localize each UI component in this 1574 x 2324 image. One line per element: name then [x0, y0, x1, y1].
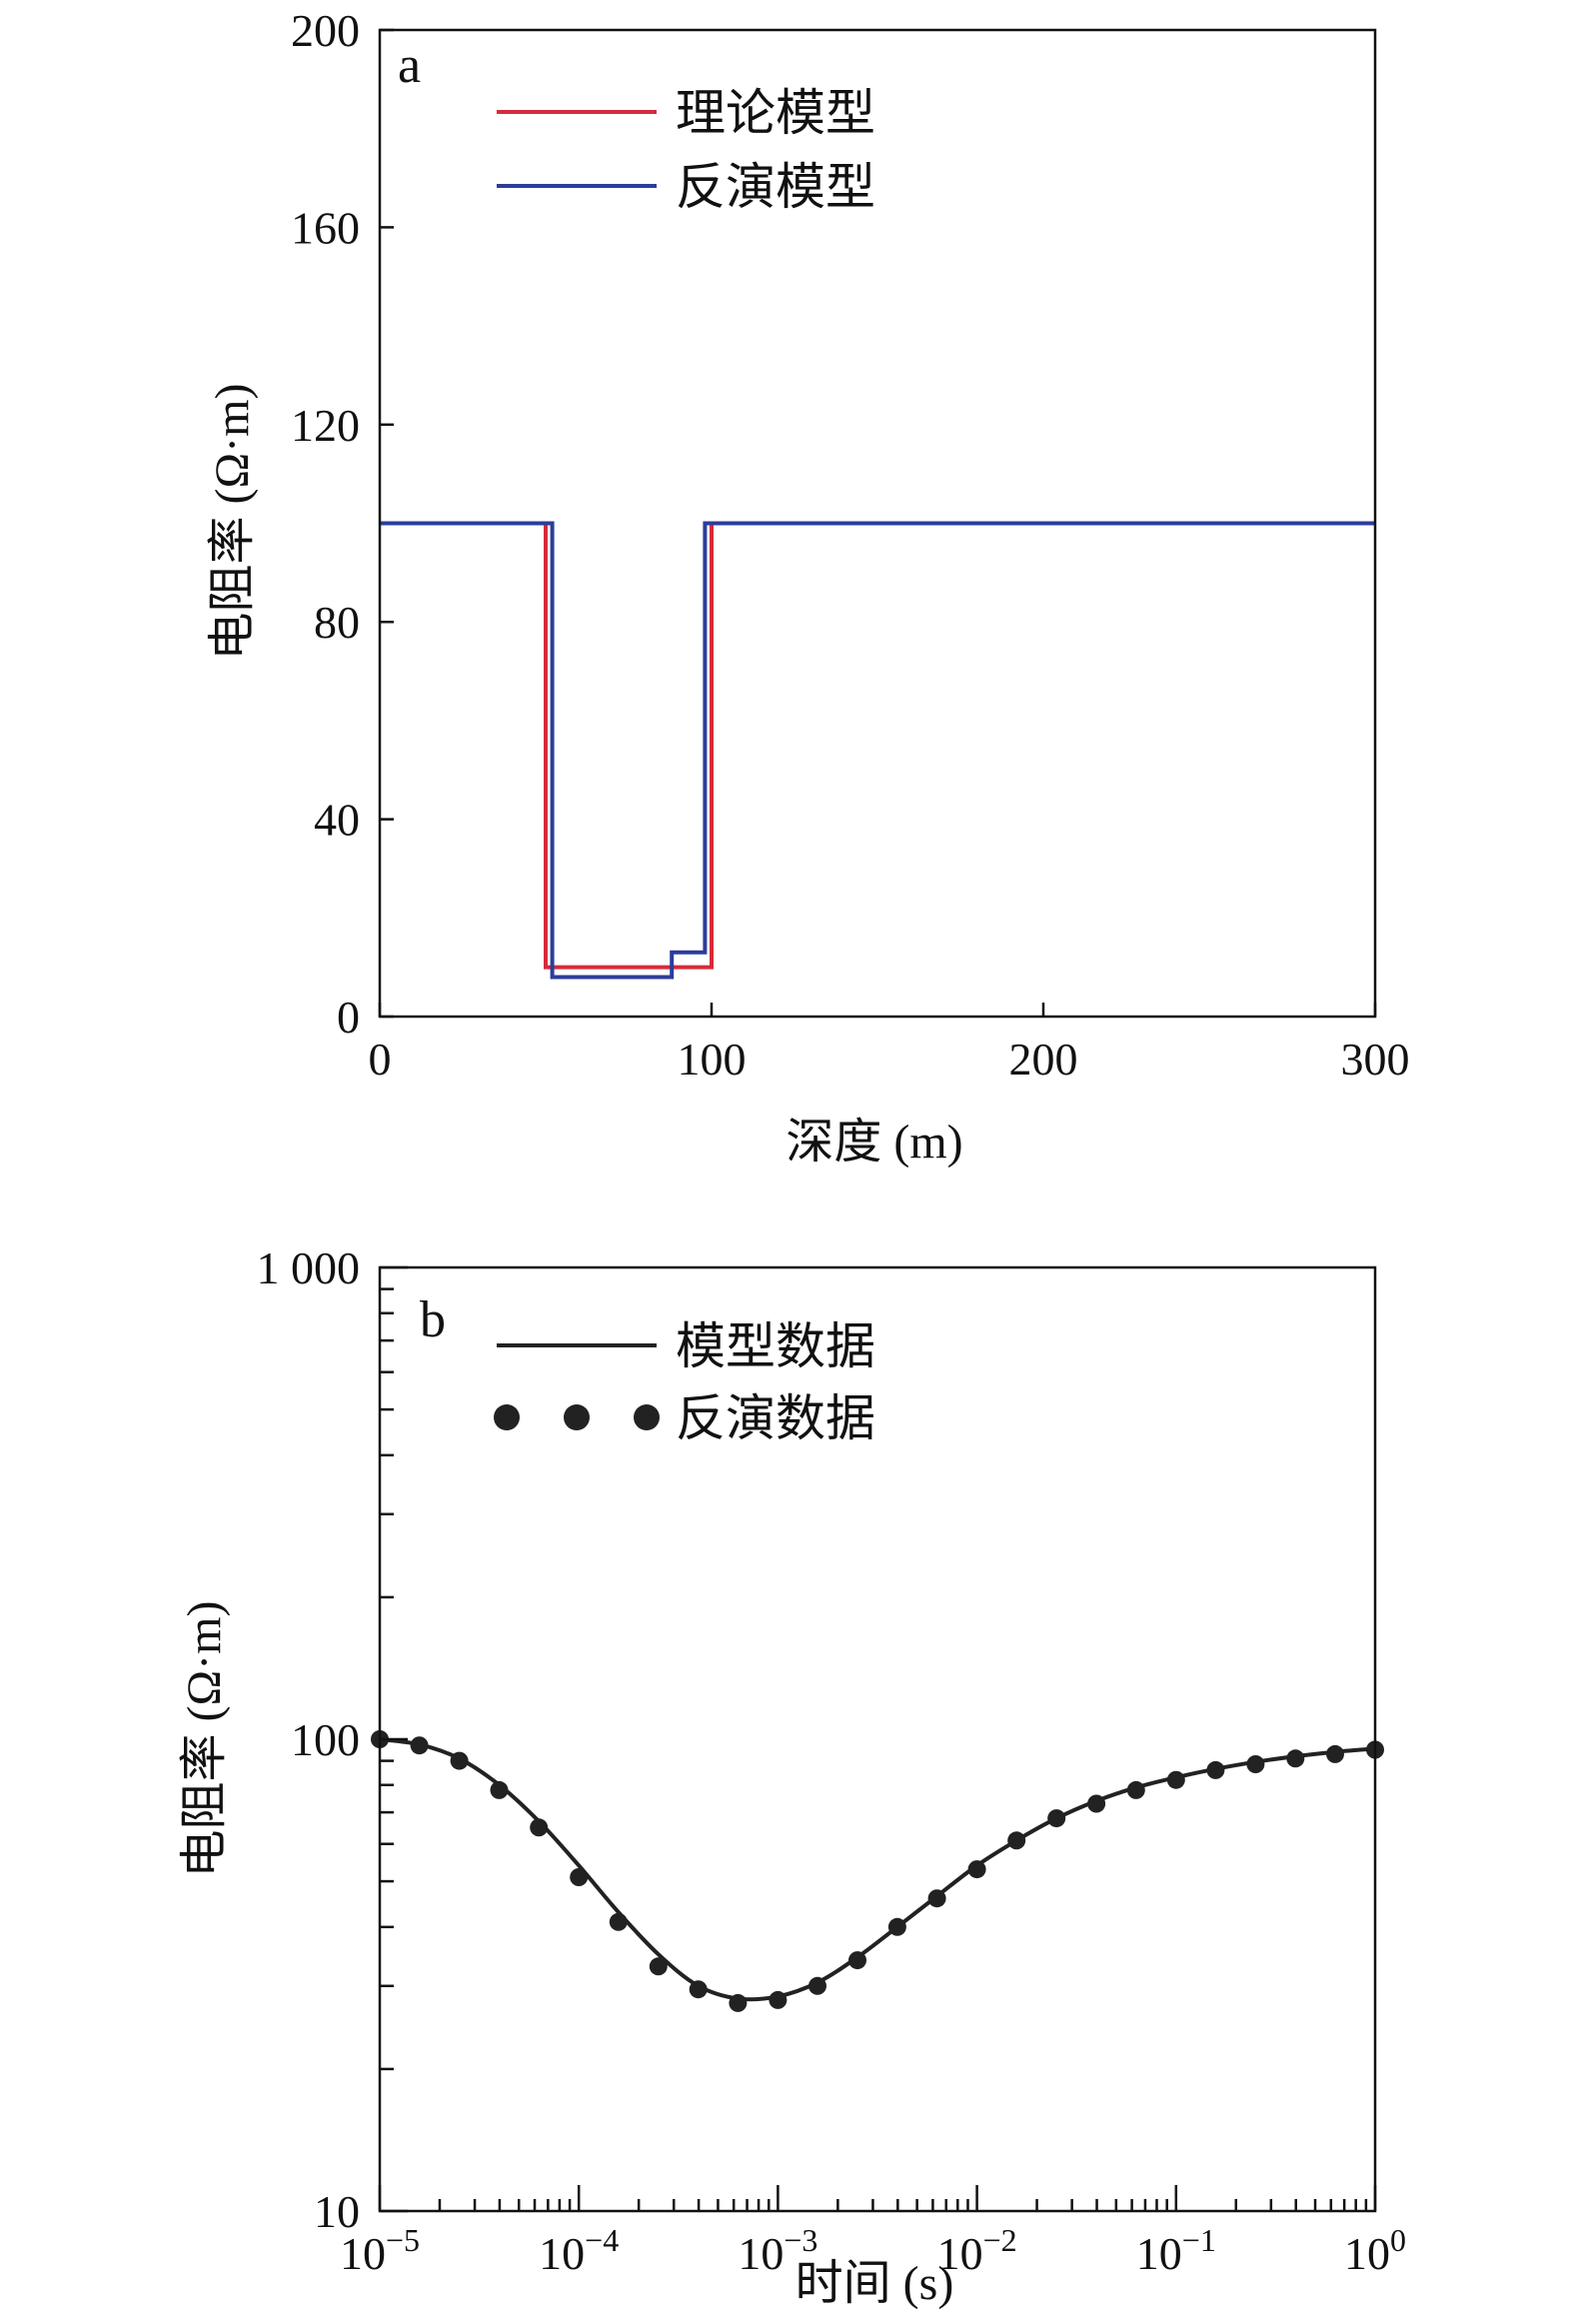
- series-inversion-data-point: [1126, 1780, 1145, 1799]
- series-inversion-data-point: [927, 1889, 946, 1908]
- panel-b-x-tick-label: 10−5: [340, 2222, 420, 2279]
- series-inversion-data-point: [1007, 1831, 1026, 1850]
- series-inversion-model-line: [380, 521, 1375, 980]
- series-inversion-data-point: [689, 1980, 708, 1999]
- panel-b-resistivity-vs-time: 10−5 10−4 10−3 10−2 10−1 100 10 100 1 000 b 模型数据…: [178, 1242, 1406, 2310]
- series-model-data-line: [379, 1737, 1376, 2002]
- panel-a-x-tick-label: 0: [369, 1034, 392, 1085]
- panel-a-x-tick-label: 100: [678, 1034, 747, 1085]
- panel-b-ticks: 10−5 10−4 10−3 10−2 10−1 100 10 100 1 000: [257, 1242, 1407, 2279]
- series-inversion-data-point: [848, 1951, 866, 1970]
- panel-b-legend: 模型数据 反演数据: [494, 1318, 875, 1446]
- panel-b-y-axis-label: 电阻率 (Ω·m): [178, 1601, 231, 1878]
- panel-a-y-tick-label: 40: [314, 795, 360, 846]
- panel-b-letter: b: [420, 1291, 446, 1348]
- panel-a-ticks: 0 100 200 300 0 40 80 120 160 200: [291, 5, 1410, 1085]
- series-inversion-data-point: [609, 1912, 628, 1931]
- panel-b-data-layer: [371, 1730, 1384, 2012]
- series-inversion-data-point: [887, 1917, 906, 1936]
- panel-b-x-tick-label: 10−3: [738, 2222, 817, 2279]
- panel-b-x-tick-label: 10−2: [937, 2222, 1017, 2279]
- series-inversion-data-point: [1087, 1794, 1106, 1813]
- panel-a-x-tick-label: 300: [1341, 1034, 1410, 1085]
- panel-a-y-tick-label: 160: [291, 202, 360, 253]
- panel-a-x-tick-label: 200: [1009, 1034, 1078, 1085]
- legend-marker-inversion-data-1: [494, 1404, 520, 1430]
- series-inversion-data-point: [1286, 1749, 1305, 1768]
- panel-a-y-tick-label: 200: [291, 5, 360, 56]
- panel-a-plot-frame: [378, 28, 1377, 1019]
- panel-b-y-tick-label: 1 000: [257, 1242, 361, 1293]
- series-inversion-data-point: [769, 1990, 787, 2009]
- panel-b-y-tick-label: 100: [291, 1714, 360, 1765]
- series-inversion-data-point: [1166, 1770, 1185, 1789]
- series-theory-model-line: [380, 521, 1375, 970]
- legend-label-inversion-data: 反演数据: [676, 1390, 875, 1446]
- series-inversion-data-point: [490, 1780, 509, 1799]
- panel-b-x-tick-label: 100: [1344, 2222, 1406, 2279]
- panel-a-legend: 理论模型 反演模型: [497, 85, 875, 215]
- series-inversion-data-point: [649, 1957, 668, 1976]
- panel-a-data-layer: [380, 521, 1375, 980]
- series-inversion-data-point: [410, 1736, 429, 1755]
- panel-b-x-tick-label: 10−1: [1136, 2222, 1216, 2279]
- panel-a-resistivity-vs-depth: 0 100 200 300 0 40 80 120 160 200 a 理论模型 反演模型 深度 …: [206, 5, 1410, 1168]
- series-inversion-data-point: [1206, 1760, 1225, 1779]
- legend-label-model-data: 模型数据: [676, 1318, 875, 1374]
- series-inversion-data-point: [530, 1818, 549, 1837]
- panel-a-y-tick-label: 80: [314, 597, 360, 648]
- series-inversion-data-point: [1047, 1809, 1066, 1828]
- series-inversion-data-point: [729, 1993, 748, 2012]
- legend-marker-inversion-data-2: [564, 1404, 590, 1430]
- panel-b-y-tick-label: 10: [314, 2186, 360, 2237]
- series-inversion-data-point: [570, 1868, 589, 1886]
- panel-a-x-axis-label: 深度 (m): [786, 1116, 962, 1168]
- panel-a-letter: a: [398, 37, 421, 94]
- panel-a-y-tick-label: 120: [291, 400, 360, 451]
- panel-a-y-axis-label: 电阻率 (Ω·m): [206, 384, 259, 661]
- series-inversion-data-point: [1246, 1755, 1265, 1773]
- series-inversion-data-point: [1326, 1744, 1344, 1763]
- series-inversion-data-point: [967, 1860, 986, 1879]
- panel-b-x-axis-label: 时间 (s): [795, 2257, 954, 2310]
- panel-a-y-tick-label: 0: [337, 992, 360, 1043]
- panel-b-plot-frame: [378, 1265, 1377, 2213]
- legend-label-inversion: 反演模型: [676, 159, 875, 215]
- series-inversion-data-point: [808, 1976, 826, 1995]
- panel-b-x-tick-label: 10−4: [539, 2222, 619, 2279]
- legend-label-theory: 理论模型: [676, 85, 875, 141]
- legend-marker-inversion-data-3: [634, 1404, 660, 1430]
- series-inversion-data-point: [450, 1751, 469, 1770]
